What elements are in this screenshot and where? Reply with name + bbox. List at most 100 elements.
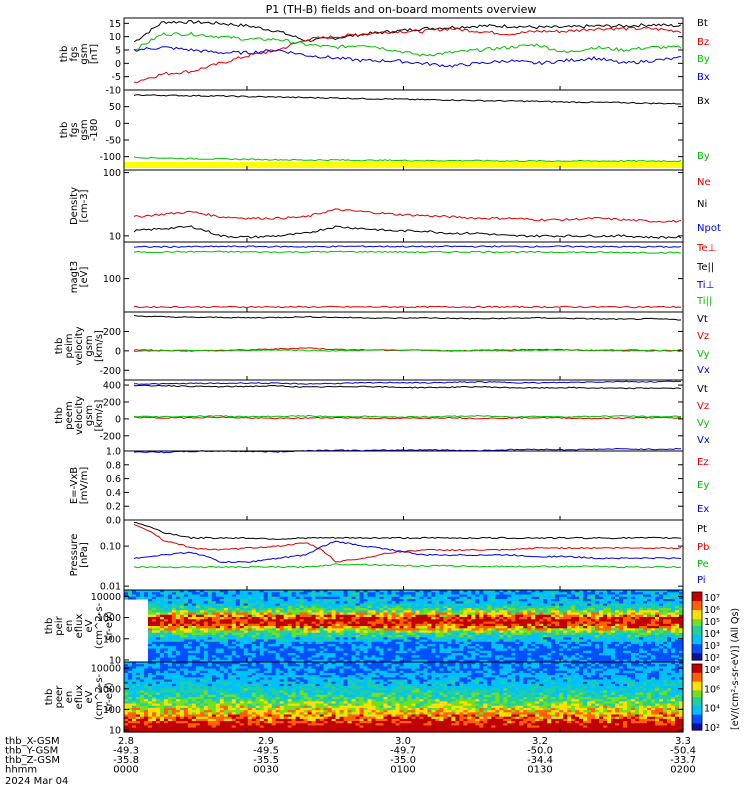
spectrogram-cell bbox=[367, 605, 373, 609]
spectrogram-cell bbox=[219, 621, 225, 625]
spectrogram-cell bbox=[319, 592, 325, 596]
spectrogram-cell bbox=[571, 659, 576, 663]
spectrogram-cell bbox=[639, 619, 644, 623]
spectrogram-cell bbox=[187, 594, 193, 598]
spectrogram-cell bbox=[463, 641, 468, 645]
spectrogram-cell bbox=[671, 641, 676, 645]
spectrogram-cell bbox=[639, 626, 644, 629]
spectrogram-cell bbox=[527, 605, 532, 609]
spectrogram-cell bbox=[215, 646, 221, 650]
spectrogram-cell bbox=[219, 641, 225, 645]
spectrogram-cell bbox=[447, 626, 453, 629]
spectrogram-cell bbox=[527, 626, 532, 629]
spectrogram-cell bbox=[435, 592, 441, 596]
spectrogram-cell bbox=[363, 608, 369, 611]
spectrogram-cell bbox=[163, 650, 169, 654]
spectrogram-cell bbox=[159, 688, 165, 692]
spectrogram-cell bbox=[379, 603, 385, 607]
spectrogram-cell bbox=[151, 655, 157, 659]
spectrogram-cell bbox=[403, 621, 409, 625]
spectrogram-cell bbox=[187, 644, 193, 647]
spectrogram-cell bbox=[327, 650, 333, 654]
spectrogram-cell bbox=[331, 612, 337, 616]
spectrogram-cell bbox=[363, 610, 369, 614]
spectrogram-cell bbox=[423, 646, 429, 650]
spectrogram-cell bbox=[127, 664, 133, 667]
spectrogram-cell bbox=[295, 641, 301, 645]
y-axis-label: [cm-3] bbox=[79, 189, 90, 222]
spectrogram-cell bbox=[563, 608, 568, 611]
spectrogram-cell bbox=[203, 596, 209, 600]
legend-efield-Ex: Ex bbox=[697, 504, 709, 515]
spectrogram-cell bbox=[151, 628, 157, 632]
spectrogram-cell bbox=[147, 668, 153, 672]
spectrogram-cell bbox=[543, 601, 548, 605]
series-fgs-By bbox=[133, 31, 682, 57]
spectrogram-cell bbox=[655, 605, 660, 609]
spectrogram-cell bbox=[459, 626, 464, 629]
spectrogram-cell bbox=[139, 664, 145, 667]
spectrogram-cell bbox=[679, 632, 684, 636]
spectrogram-cell bbox=[603, 603, 608, 607]
spectrogram-cell bbox=[147, 646, 153, 650]
spectrogram-cell bbox=[575, 612, 580, 616]
spectrogram-cell bbox=[623, 626, 628, 629]
spectrogram-cell bbox=[299, 610, 305, 614]
spectrogram-cell bbox=[215, 590, 221, 593]
spectrogram-cell bbox=[423, 601, 429, 605]
spectrogram-cell bbox=[311, 650, 317, 654]
spectrogram-cell bbox=[159, 679, 165, 683]
spectrogram-cell bbox=[655, 653, 660, 656]
spectrogram-cell bbox=[315, 608, 321, 611]
spectrogram-cell bbox=[383, 596, 389, 600]
spectrogram-cell bbox=[627, 621, 632, 625]
spectrogram-cell bbox=[595, 650, 600, 654]
spectrogram-cell bbox=[187, 641, 193, 645]
spectrogram-cell bbox=[124, 727, 129, 731]
spectrogram-cell bbox=[563, 621, 568, 625]
spectrogram-cell bbox=[191, 614, 197, 618]
spectrogram-cell bbox=[367, 599, 373, 602]
spectrogram-cell bbox=[323, 650, 329, 654]
spectrogram-cell bbox=[171, 596, 177, 600]
spectrogram-cell bbox=[487, 608, 492, 611]
spectrogram-cell bbox=[527, 659, 532, 663]
spectrogram-cell bbox=[343, 655, 349, 659]
spectrogram-cell bbox=[323, 626, 329, 629]
spectrogram-cell bbox=[267, 596, 273, 600]
spectrogram-cell bbox=[407, 603, 413, 607]
spectrogram-cell bbox=[151, 594, 157, 598]
spectrogram-cell bbox=[475, 646, 480, 650]
spectrogram-cell bbox=[503, 621, 508, 625]
spectrogram-cell bbox=[239, 650, 245, 654]
spectrogram-cell bbox=[327, 603, 333, 607]
spectrogram-cell bbox=[643, 639, 648, 643]
spectrogram-cell bbox=[183, 608, 189, 611]
spectrogram-cell bbox=[211, 623, 217, 627]
spectrogram-cell bbox=[435, 630, 441, 634]
spectrogram-cell bbox=[287, 650, 293, 654]
spectrogram-cell bbox=[419, 628, 425, 632]
spectrogram-cell bbox=[367, 623, 373, 627]
spectrogram-cell bbox=[287, 646, 293, 650]
spectrogram-cell bbox=[307, 632, 313, 636]
spectrogram-cell bbox=[631, 635, 636, 638]
spectrogram-cell bbox=[627, 655, 632, 659]
spectrogram-cell bbox=[167, 712, 173, 716]
spectrogram-cell bbox=[435, 626, 441, 629]
spectrogram-cell bbox=[367, 637, 373, 641]
spectrogram-cell bbox=[427, 641, 433, 645]
spectrogram-cell bbox=[163, 626, 169, 629]
spectrogram-cell bbox=[659, 632, 664, 636]
spectrogram-cell bbox=[267, 626, 273, 629]
spectrogram-cell bbox=[319, 648, 325, 652]
spectrogram-cell bbox=[139, 670, 145, 674]
spectrogram-cell bbox=[255, 646, 261, 650]
spectrogram-cell bbox=[275, 655, 281, 659]
spectrogram-cell bbox=[475, 653, 480, 656]
spectrogram-cell bbox=[227, 608, 233, 611]
spectrogram-cell bbox=[351, 623, 357, 627]
spectrogram-cell bbox=[487, 648, 492, 652]
spectrogram-cell bbox=[647, 641, 652, 645]
spectrogram-cell bbox=[331, 653, 337, 656]
